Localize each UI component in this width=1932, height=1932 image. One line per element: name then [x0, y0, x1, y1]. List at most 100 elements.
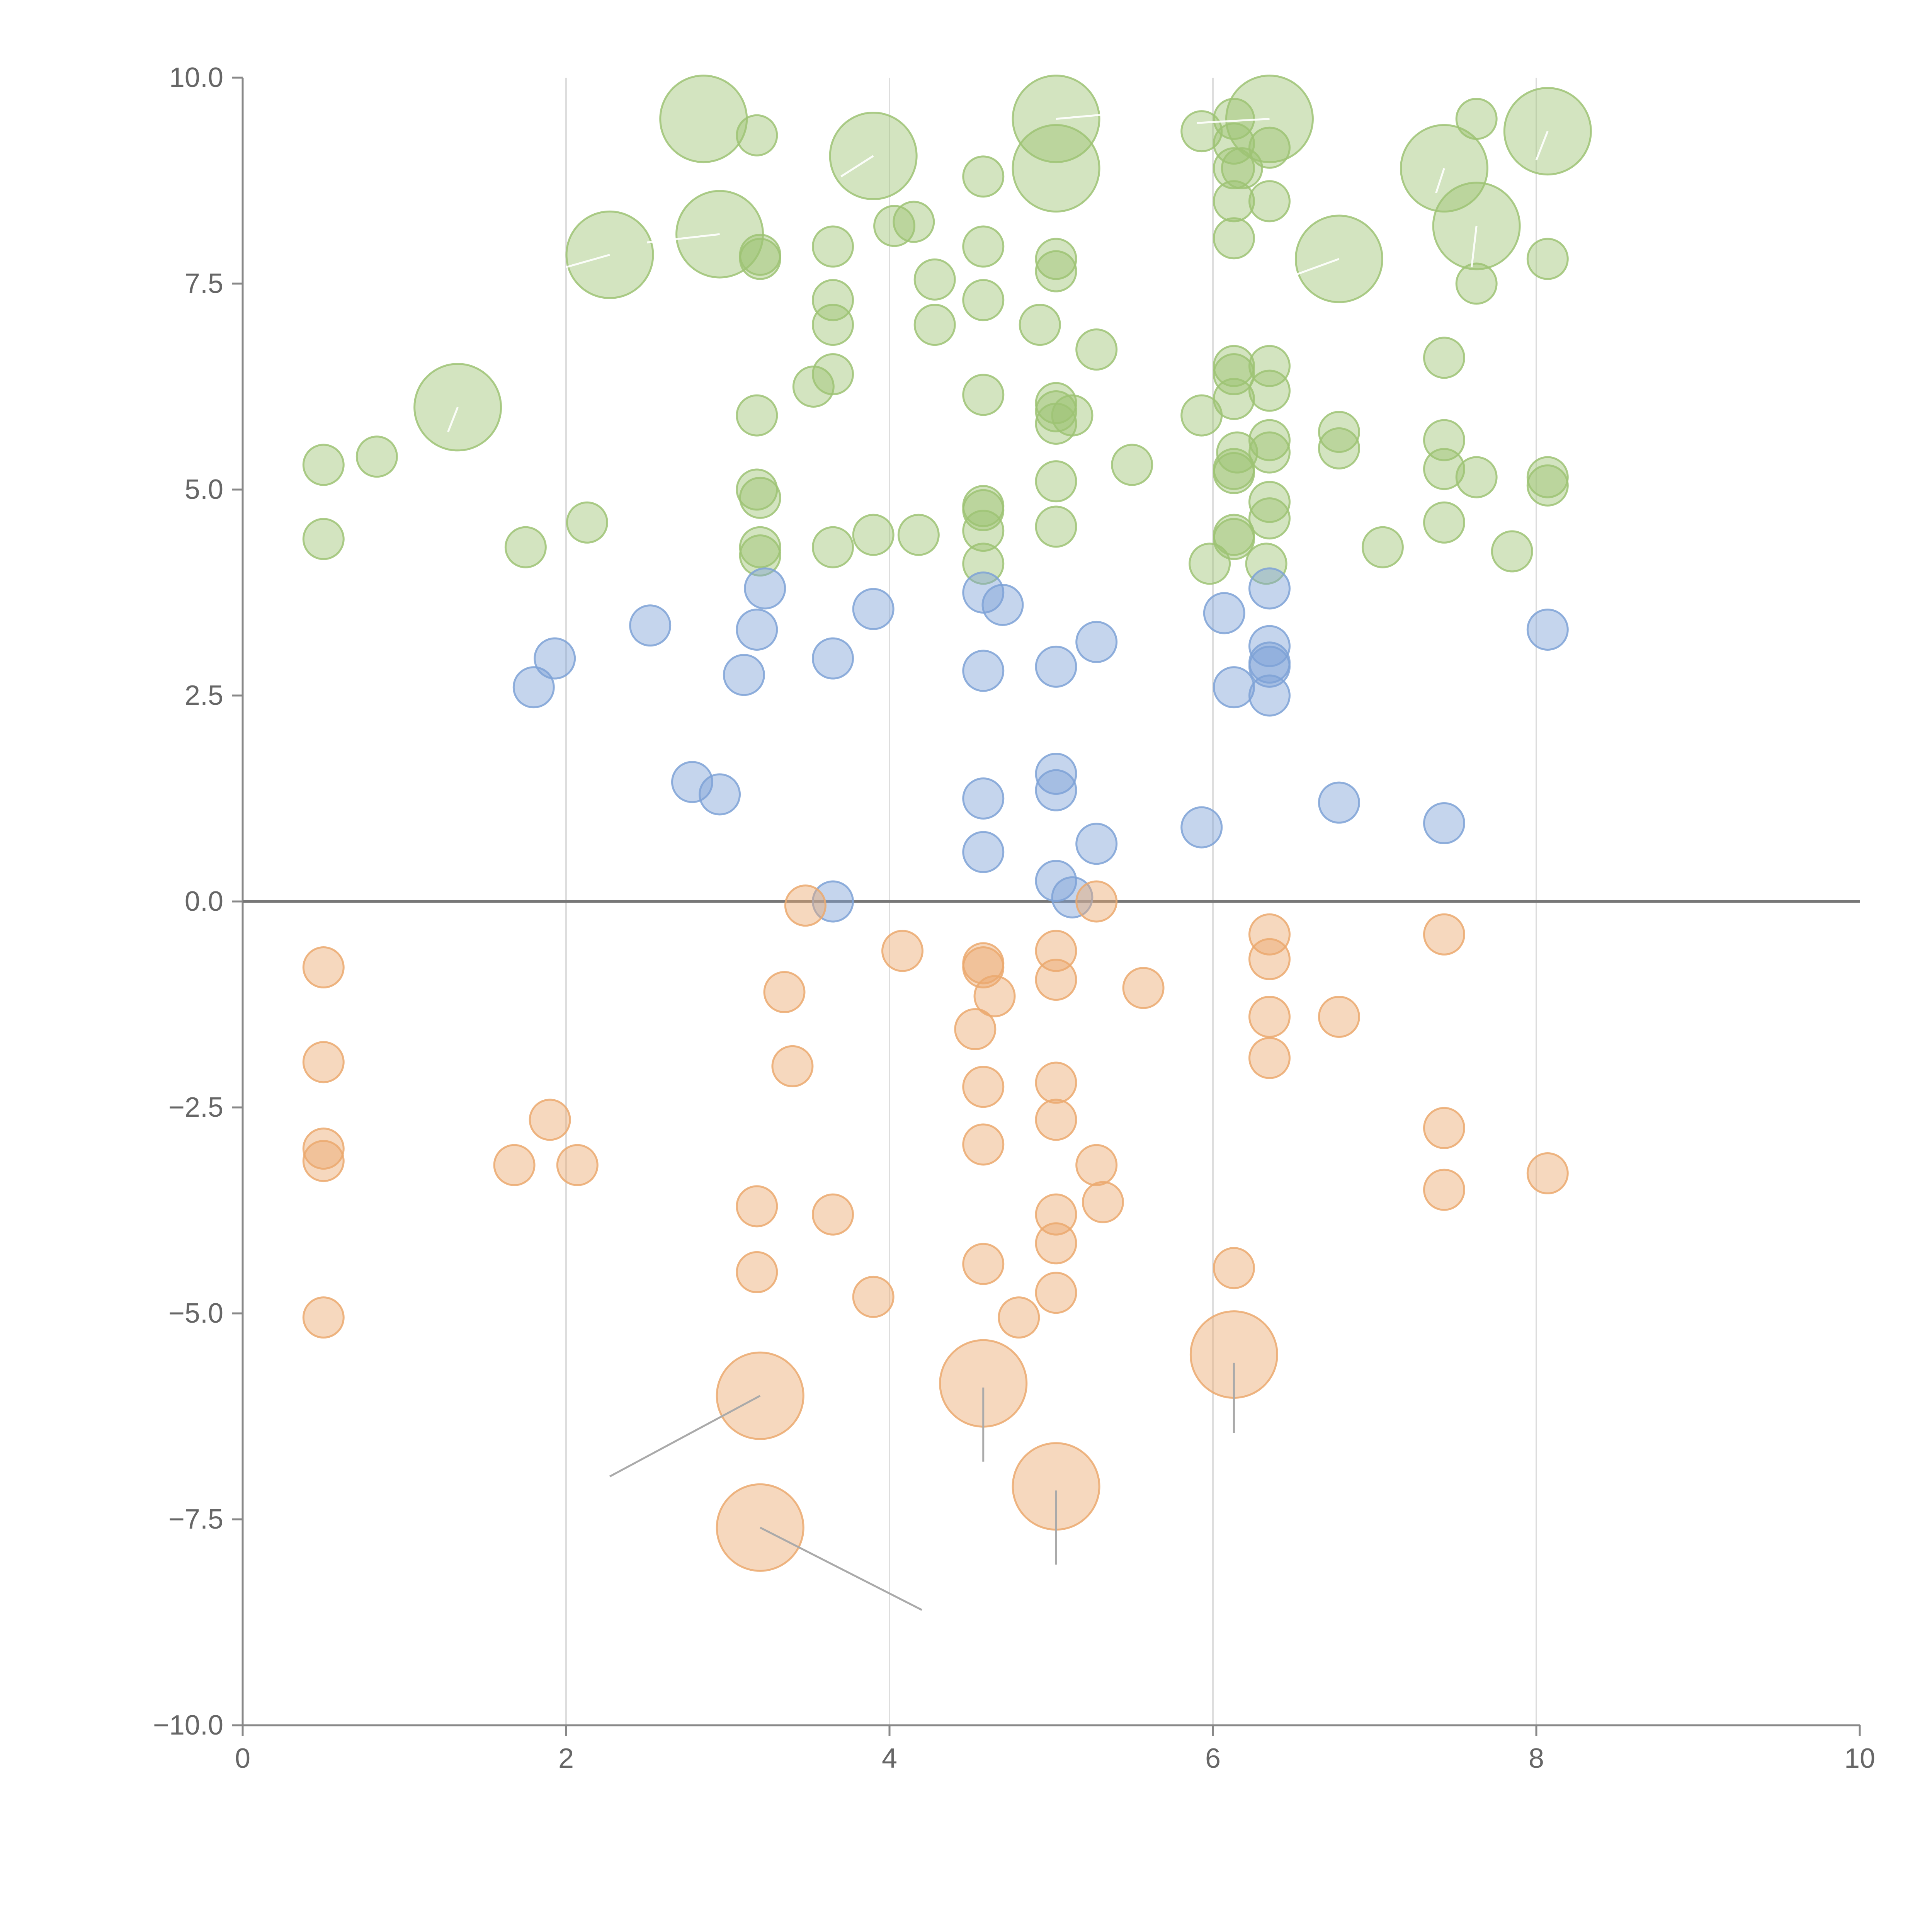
point-s2-43 [1423, 1168, 1465, 1211]
point-s2-41 [1423, 913, 1465, 956]
point-s1-26 [1248, 567, 1291, 610]
point-s1-23 [1180, 806, 1223, 849]
point-s2-13 [812, 1193, 854, 1236]
point-s1-31 [1318, 781, 1360, 824]
point-s0-4 [566, 501, 608, 544]
point-s1-6 [736, 608, 778, 651]
point-s0-41 [1051, 394, 1094, 437]
point-s2-18 [962, 946, 1005, 989]
point-s1-4 [699, 773, 741, 816]
point-s2-24 [1035, 930, 1077, 972]
point-s2-42 [1423, 1107, 1465, 1149]
point-s0-64 [1248, 345, 1291, 387]
point-s2-1 [302, 1041, 345, 1083]
point-s0-5 [736, 394, 778, 437]
point-s1-33 [1526, 608, 1569, 651]
point-s2-44 [1526, 1152, 1569, 1195]
point-s2-31 [1075, 880, 1118, 923]
point-s0-9 [739, 534, 781, 577]
y-tick-label-6: −5.0 [168, 1298, 223, 1329]
point-s0-71 [1318, 427, 1360, 469]
point-s2-3 [302, 1140, 345, 1182]
point-s2-37 [1248, 938, 1291, 980]
point-s0-14 [812, 353, 854, 396]
point-s0-40 [1035, 505, 1077, 548]
white-leader-line-4 [1056, 109, 1148, 120]
point-s0-66 [1248, 419, 1291, 461]
annotations [447, 109, 1549, 1611]
point-s2-12 [784, 884, 827, 927]
point-s0-24 [913, 258, 956, 301]
point-s0-16 [812, 304, 854, 346]
point-s0-39 [1035, 460, 1077, 503]
x-tick-label-4: 8 [1529, 1743, 1544, 1774]
white-leader-line-9 [1535, 131, 1549, 161]
point-s0-26 [962, 225, 1005, 268]
point-s2-30 [1035, 1272, 1077, 1314]
point-s0-59 [1216, 431, 1259, 474]
point-s2-4 [302, 1296, 345, 1339]
x-tick-label-1: 2 [558, 1743, 574, 1774]
point-s2-36 [1248, 913, 1291, 956]
white-leader-line-6 [1293, 258, 1340, 277]
point-s1-13 [962, 777, 1005, 820]
y-tick-label-1: 7.5 [185, 268, 223, 299]
white-leader-line-3 [840, 155, 874, 177]
point-s0-76 [1423, 501, 1465, 544]
point-s1-8 [812, 637, 854, 680]
point-s1-0 [512, 666, 555, 709]
white-leader-line-0 [447, 406, 459, 432]
point-s0-33 [1019, 304, 1061, 346]
x-tick-label-2: 4 [882, 1743, 897, 1774]
point-s0-63 [1248, 180, 1291, 223]
white-leader-line-5 [1197, 118, 1270, 124]
point-s1-18 [1035, 769, 1077, 811]
y-tick-label-0: 10.0 [169, 62, 223, 93]
point-s2-35 [1213, 1247, 1255, 1289]
y-tick-label-2: 5.0 [185, 474, 223, 505]
point-s0-15 [812, 526, 854, 568]
white-leader-line-7 [1435, 168, 1445, 194]
x-tick-label-0: 0 [235, 1743, 250, 1774]
point-s2-23 [998, 1296, 1040, 1339]
point-s0-65 [1248, 369, 1291, 412]
point-s0-78 [1455, 262, 1498, 305]
point-s0-3 [504, 526, 547, 568]
data-points [302, 75, 1592, 1572]
point-s2-11 [771, 1045, 814, 1087]
point-s1-2 [629, 604, 672, 647]
white-leader-line-1 [566, 253, 610, 268]
point-s2-2 [302, 1128, 345, 1170]
y-tick-label-4: 0.0 [185, 886, 223, 917]
point-s2-8 [736, 1185, 778, 1228]
point-s2-26 [1035, 1061, 1077, 1104]
point-s0-2 [355, 435, 398, 478]
point-s0-0 [302, 444, 345, 486]
point-s1-32 [1423, 802, 1465, 844]
axes: 10.0 7.5 5.0 2.5 0.0 −2.5 −5.0 −7.5 −10.0 0 2 4 6 8 10 [153, 62, 1875, 1774]
point-s0-25 [962, 155, 1005, 198]
point-s0-68 [1248, 481, 1291, 523]
leader-line-1 [760, 1527, 922, 1611]
point-s0-17 [812, 279, 854, 321]
point-s0-35 [1035, 250, 1077, 293]
point-s0-18 [812, 225, 854, 268]
point-s0-7 [739, 476, 781, 519]
point-s0-34 [1035, 238, 1077, 280]
point-s0-58 [1213, 514, 1255, 556]
point-s2-6 [529, 1099, 571, 1141]
point-s0-72 [1361, 526, 1404, 568]
point-s2-9 [736, 1251, 778, 1293]
point-s1-29 [1248, 645, 1291, 688]
y-tick-label-8: −10.0 [153, 1710, 223, 1741]
point-s2-10 [763, 971, 806, 1014]
point-s1-9 [812, 880, 854, 923]
point-s0-74 [1423, 419, 1465, 461]
point-s0-53 [1213, 353, 1255, 396]
point-s2-14 [852, 1276, 895, 1318]
point-s1-22 [1075, 823, 1118, 865]
point-s2-5 [493, 1144, 536, 1186]
point-s1-24 [1203, 592, 1245, 634]
point-s2-25 [1035, 959, 1077, 1001]
y-tick-label-5: −2.5 [168, 1092, 223, 1123]
